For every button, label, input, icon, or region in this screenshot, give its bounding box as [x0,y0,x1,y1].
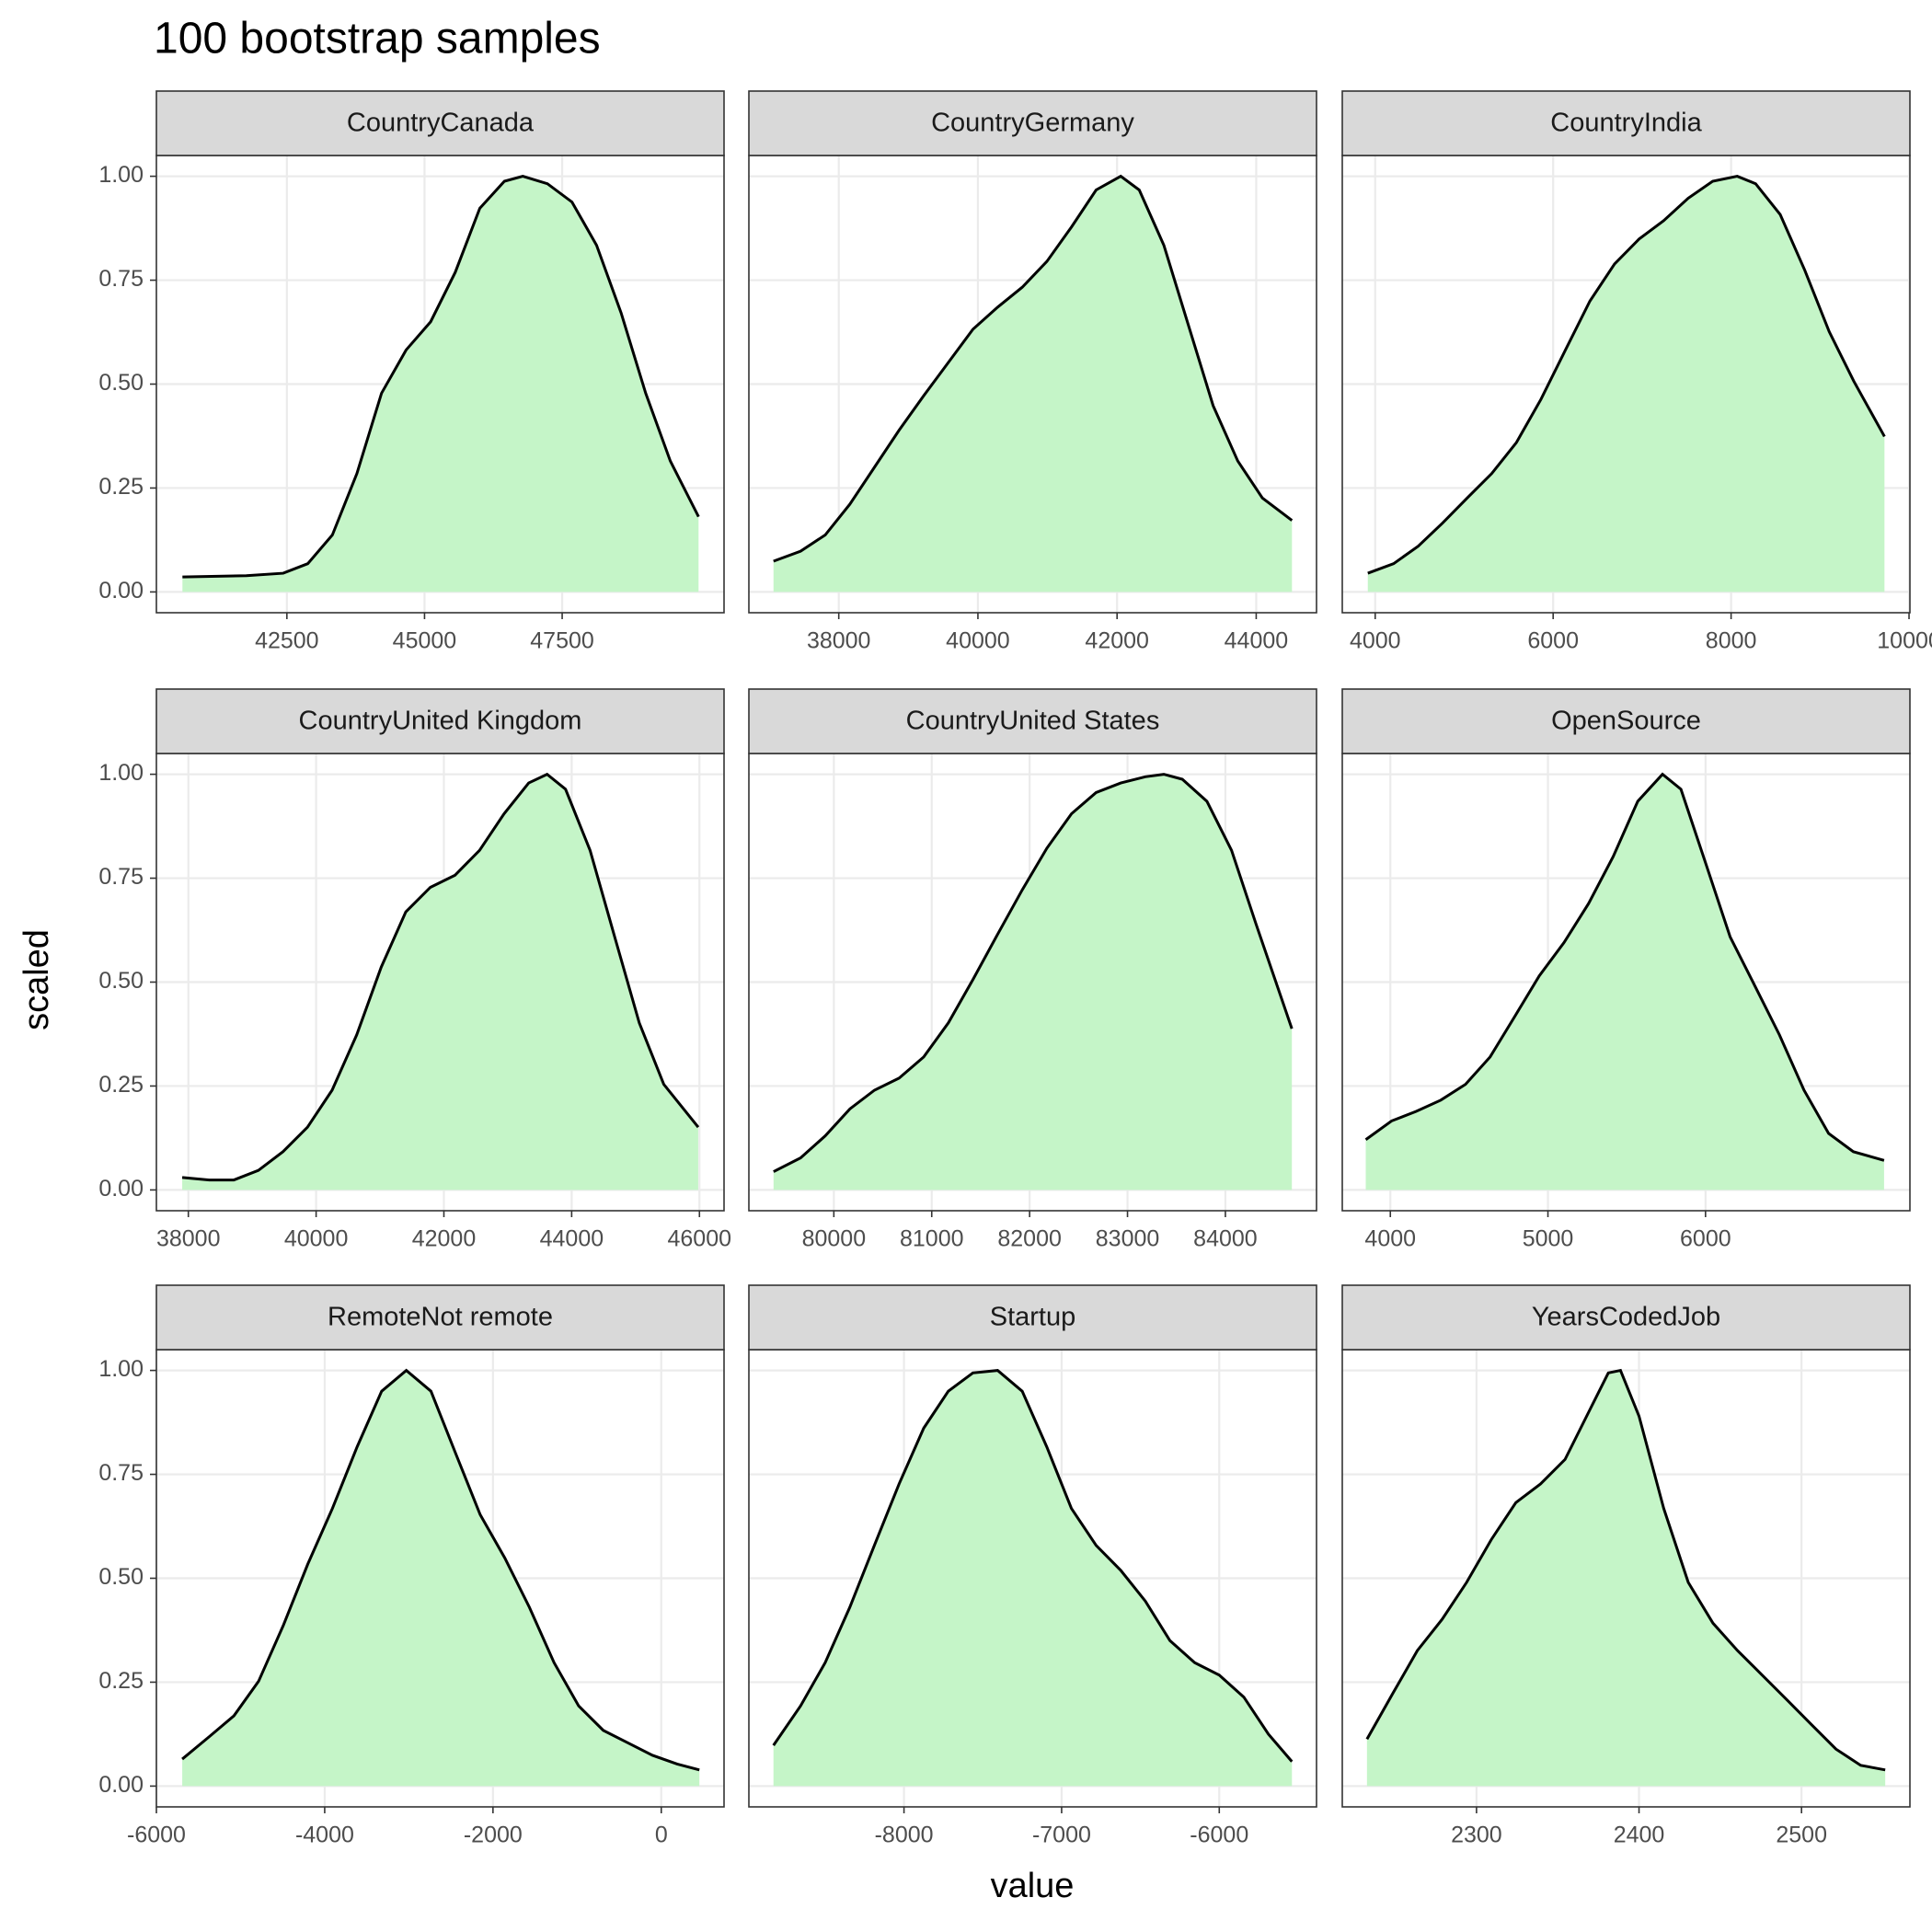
strip-label: CountryGermany [931,109,1134,138]
strip [748,688,1317,754]
y-tick-label: 0.50 [98,370,144,396]
x-tick-label: 83000 [1096,1226,1160,1252]
x-tick-label: 2300 [1451,1823,1502,1848]
strip [155,90,725,156]
density-area [1365,774,1884,1190]
density-line [181,772,700,1182]
x-tick-label: 81000 [900,1226,964,1252]
x-tick-label: 84000 [1193,1226,1258,1252]
y-tick-label: 0.75 [98,1460,144,1486]
x-tick-label: 42000 [1085,628,1149,654]
density-line [1365,1368,1886,1772]
density-area [773,774,1293,1190]
strip-label: Startup [990,1303,1076,1332]
strip-label: CountryUnited Kingdom [299,707,582,736]
x-tick-label: -6000 [1190,1823,1248,1848]
y-tick-label: 0.50 [98,968,144,994]
x-tick-label: 2400 [1614,1823,1665,1848]
x-tick-label: 4000 [1364,1226,1416,1252]
y-tick-label: 0.25 [98,1668,144,1694]
y-tick-label: 0.25 [98,1072,144,1098]
x-tick-label: -7000 [1032,1823,1091,1848]
density-line [182,175,700,579]
x-tick-label: 40000 [946,628,1010,654]
x-tick-label: 45000 [393,628,457,654]
x-tick-label: 38000 [156,1226,221,1252]
x-tick-label: 6000 [1527,628,1579,654]
strip-label: CountryUnited States [906,707,1160,736]
x-tick-label: 44000 [540,1226,604,1252]
density-area [773,1370,1293,1787]
strip-label: OpenSource [1551,707,1701,736]
density-line [773,174,1294,563]
y-tick-label: 0.75 [98,864,144,890]
x-tick-label: 47500 [530,628,594,654]
density-area [182,1370,700,1787]
x-tick-label: 46000 [667,1226,731,1252]
density-line [181,1368,700,1772]
x-tick-label: 38000 [807,628,871,654]
x-tick-label: 42000 [412,1226,477,1252]
y-tick-label: 0.25 [98,474,144,500]
strip-label: RemoteNot remote [328,1303,553,1332]
x-tick-label: 0 [655,1823,668,1848]
x-tick-label: -6000 [127,1823,186,1848]
chart-title: 100 bootstrap samples [154,15,601,63]
density-area [1367,176,1885,592]
x-tick-label: 6000 [1680,1226,1731,1252]
y-tick-label: 0.00 [98,578,144,604]
x-axis-title: value [991,1867,1075,1905]
density-area [182,176,699,592]
strip [1341,90,1911,156]
x-tick-label: 80000 [802,1226,867,1252]
y-tick-label: 0.00 [98,1772,144,1798]
density-line [773,773,1294,1173]
y-tick-label: 0.75 [98,266,144,292]
x-tick-label: -2000 [464,1823,523,1848]
x-tick-label: 8000 [1706,628,1757,654]
x-tick-label: 5000 [1523,1226,1574,1252]
density-area [773,176,1293,592]
x-tick-label: 10000 [1877,628,1932,654]
strip [155,688,725,754]
x-tick-label: 40000 [284,1226,349,1252]
y-tick-label: 1.00 [98,1356,144,1382]
strip [155,1284,725,1351]
x-tick-label: -8000 [875,1823,934,1848]
x-tick-label: 2500 [1776,1823,1827,1848]
strip [1341,688,1911,754]
strip [1341,1284,1911,1351]
density-area [182,774,698,1190]
x-tick-label: -4000 [295,1823,354,1848]
strip [748,90,1317,156]
density-line [772,1369,1294,1763]
y-tick-label: 1.00 [98,760,144,786]
strip-label: YearsCodedJob [1532,1303,1720,1332]
density-area [1366,1370,1886,1787]
x-tick-label: 82000 [997,1226,1062,1252]
density-line [1367,175,1886,575]
x-tick-label: 4000 [1350,628,1401,654]
y-tick-label: 0.50 [98,1564,144,1590]
strip-label: CountryCanada [347,109,535,138]
y-tick-label: 1.00 [98,162,144,188]
y-axis-title: scaled [17,929,56,1030]
y-tick-label: 0.00 [98,1176,144,1202]
x-tick-label: 42500 [255,628,319,654]
density-line [1364,772,1885,1162]
strip [748,1284,1317,1351]
strip-label: CountryIndia [1550,109,1702,138]
x-tick-label: 44000 [1225,628,1289,654]
